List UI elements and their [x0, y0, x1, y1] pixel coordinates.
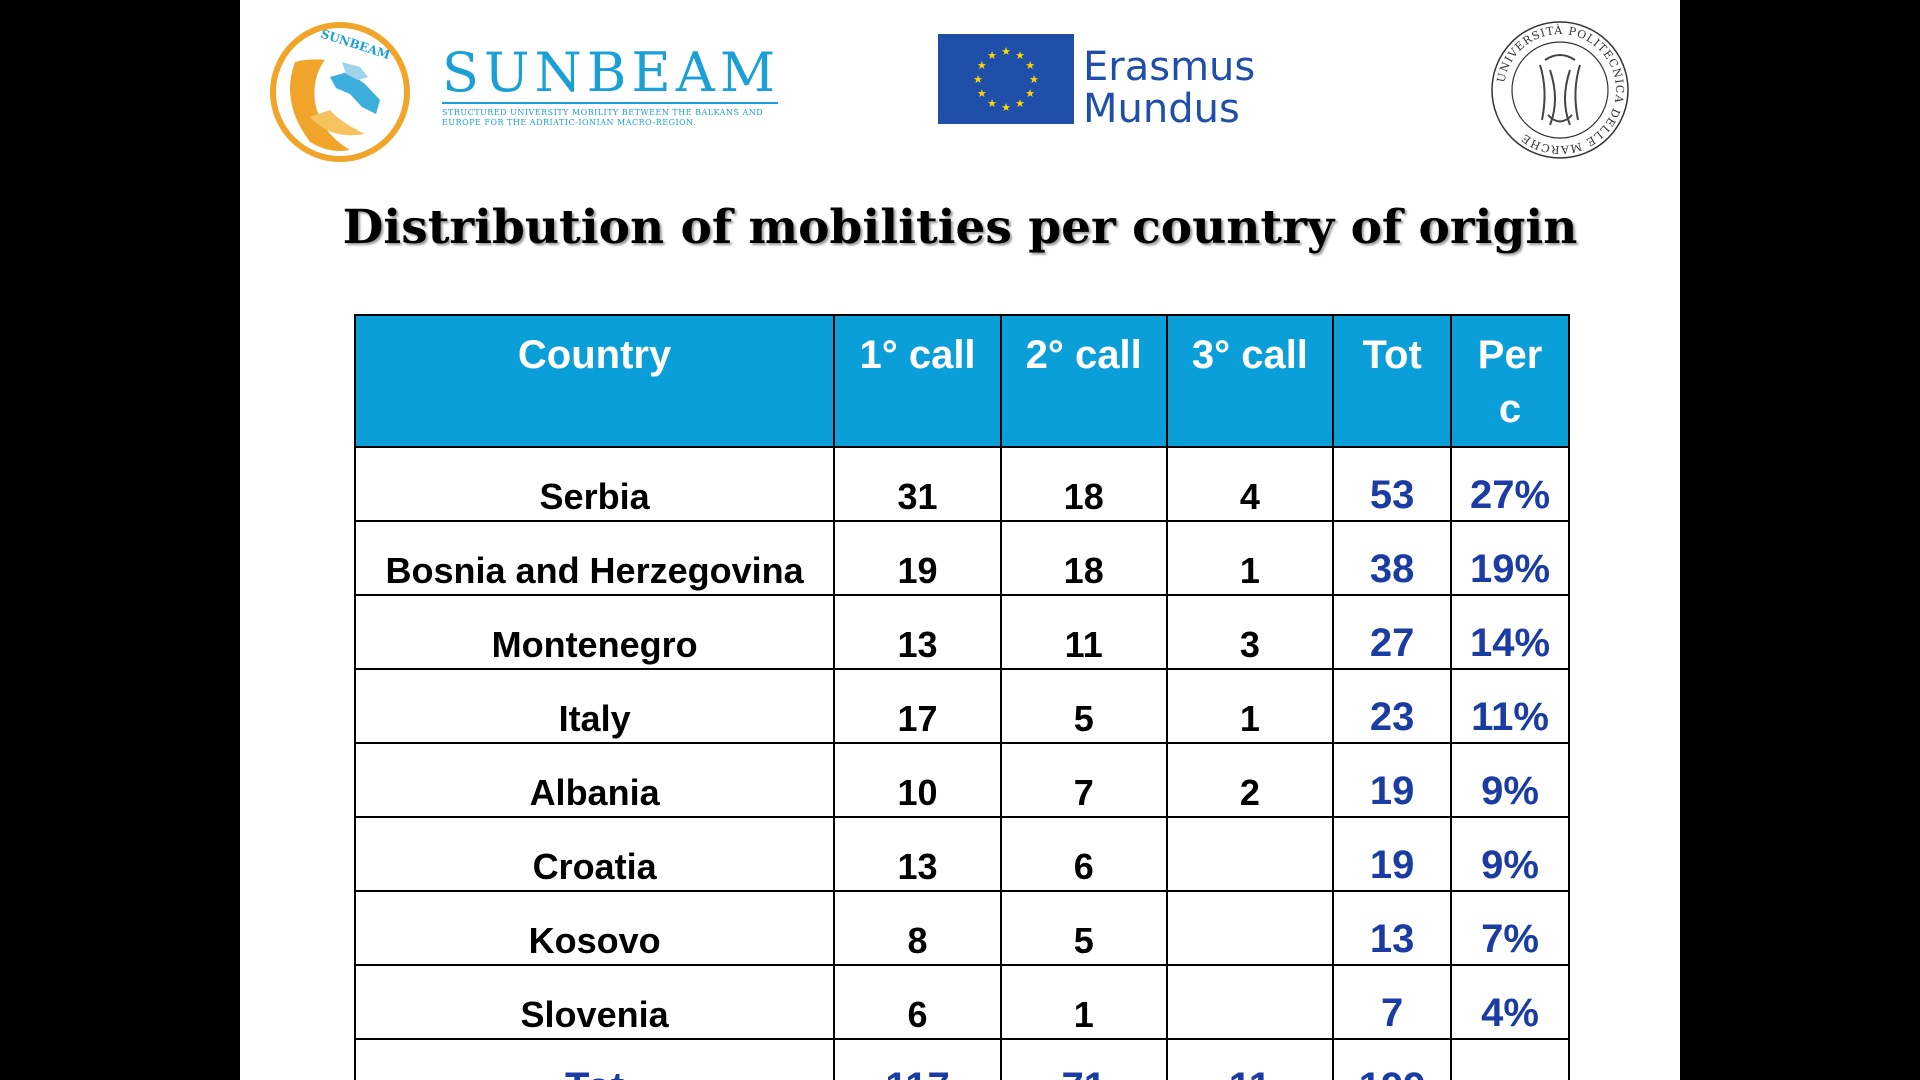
header-tot: Tot [1332, 314, 1453, 448]
eu-star-icon: ★ [987, 49, 997, 62]
header-call3: 3° call [1165, 314, 1335, 448]
cell-country: Serbia [353, 446, 836, 522]
cell-call1: 6 [833, 964, 1002, 1040]
table-row: Italy 17 5 1 23 11% [353, 668, 1570, 744]
header-call1: 1° call [833, 314, 1002, 448]
eu-star-icon: ★ [1001, 101, 1011, 114]
eu-star-icon: ★ [987, 97, 997, 110]
cell-call2: 6 [999, 816, 1168, 892]
total-perc [1450, 1038, 1570, 1080]
cell-perc: 9% [1450, 816, 1570, 892]
cell-country: Kosovo [353, 890, 836, 966]
cell-perc: 9% [1450, 742, 1570, 818]
total-tot: 199 [1332, 1038, 1453, 1080]
table-row: Serbia 31 18 4 53 27% [353, 446, 1570, 522]
cell-call3: 3 [1165, 594, 1335, 670]
cell-tot: 53 [1332, 446, 1453, 522]
cell-call1: 8 [833, 890, 1002, 966]
cell-tot: 23 [1332, 668, 1453, 744]
cell-country: Slovenia [353, 964, 836, 1040]
cell-perc: 4% [1450, 964, 1570, 1040]
cell-perc: 11% [1450, 668, 1570, 744]
cell-call1: 10 [833, 742, 1002, 818]
cell-tot: 19 [1332, 742, 1453, 818]
cell-call2: 18 [999, 520, 1168, 596]
cell-call1: 13 [833, 594, 1002, 670]
cell-call3 [1165, 816, 1335, 892]
table-row: Albania 10 7 2 19 9% [353, 742, 1570, 818]
table-total-row: Tot 117 71 11 199 [353, 1038, 1570, 1080]
slide: SUNBEAM SUNBEAM STRUCTURED UNIVERSITY MO… [240, 0, 1680, 1080]
cell-call2: 5 [999, 668, 1168, 744]
sunbeam-underline [442, 102, 778, 104]
table-row: Montenegro 13 11 3 27 14% [353, 594, 1570, 670]
cell-tot: 27 [1332, 594, 1453, 670]
cell-call2: 5 [999, 890, 1168, 966]
table-header-row: Country 1° call 2° call 3° call Tot Per … [353, 314, 1570, 448]
cell-call3: 2 [1165, 742, 1335, 818]
eu-star-icon: ★ [1029, 73, 1039, 86]
eu-star-icon: ★ [1015, 49, 1025, 62]
cell-call2: 11 [999, 594, 1168, 670]
sunbeam-logo: SUNBEAM [270, 22, 410, 162]
cell-call1: 17 [833, 668, 1002, 744]
table-row: Bosnia and Herzegovina 19 18 1 38 19% [353, 520, 1570, 596]
sunbeam-subtitle: STRUCTURED UNIVERSITY MOBILITY BETWEEN T… [442, 108, 764, 127]
cell-tot: 38 [1332, 520, 1453, 596]
cell-call2: 18 [999, 446, 1168, 522]
cell-perc: 7% [1450, 890, 1570, 966]
erasmus-line1: Erasmus [1083, 44, 1256, 90]
cell-call3: 4 [1165, 446, 1335, 522]
total-call2: 71 [999, 1038, 1168, 1080]
total-call3: 11 [1165, 1038, 1335, 1080]
eu-star-icon: ★ [973, 73, 983, 86]
table-row: Croatia 13 6 19 9% [353, 816, 1570, 892]
header-country: Country [353, 314, 836, 448]
cell-country: Bosnia and Herzegovina [353, 520, 836, 596]
cell-country: Italy [353, 668, 836, 744]
eu-star-icon: ★ [1025, 87, 1035, 100]
cell-call3: 1 [1165, 520, 1335, 596]
eu-flag-icon: ★ ★★★★★★★★★★★ [938, 34, 1074, 124]
cell-call3: 1 [1165, 668, 1335, 744]
total-call1: 117 [833, 1038, 1002, 1080]
erasmus-mundus-wordmark: Erasmus Mundus [1083, 46, 1255, 130]
cell-call3 [1165, 964, 1335, 1040]
cell-call2: 1 [999, 964, 1168, 1040]
cell-tot: 13 [1332, 890, 1453, 966]
cell-call1: 13 [833, 816, 1002, 892]
cell-country: Montenegro [353, 594, 836, 670]
eu-star-icon: ★ [977, 87, 987, 100]
cell-perc: 14% [1450, 594, 1570, 670]
cell-call1: 19 [833, 520, 1002, 596]
header-call2: 2° call [999, 314, 1168, 448]
cell-call3 [1165, 890, 1335, 966]
eu-star-icon: ★ [1015, 97, 1025, 110]
eu-star-icon: ★ [1025, 59, 1035, 72]
sunbeam-wordmark: SUNBEAM [442, 41, 781, 104]
cell-tot: 7 [1332, 964, 1453, 1040]
cell-perc: 19% [1450, 520, 1570, 596]
eu-star-icon: ★ [977, 59, 987, 72]
cell-perc: 27% [1450, 446, 1570, 522]
cell-call1: 31 [833, 446, 1002, 522]
slide-title: Distribution of mobilities per country o… [342, 200, 1578, 255]
cell-country: Croatia [353, 816, 836, 892]
mobility-table: Country 1° call 2° call 3° call Tot Per … [353, 314, 1570, 1080]
cell-tot: 19 [1332, 816, 1453, 892]
cell-country: Albania [353, 742, 836, 818]
cell-call2: 7 [999, 742, 1168, 818]
univpm-seal: UNIVERSITÀ POLITECNICA DELLE MARCHE [1491, 21, 1629, 159]
total-label: Tot [353, 1038, 836, 1080]
erasmus-line2: Mundus [1083, 86, 1240, 132]
eu-star-icon: ★ [1001, 45, 1011, 58]
table-row: Slovenia 6 1 7 4% [353, 964, 1570, 1040]
header-perc: Per c [1450, 314, 1570, 448]
table-row: Kosovo 8 5 13 7% [353, 890, 1570, 966]
